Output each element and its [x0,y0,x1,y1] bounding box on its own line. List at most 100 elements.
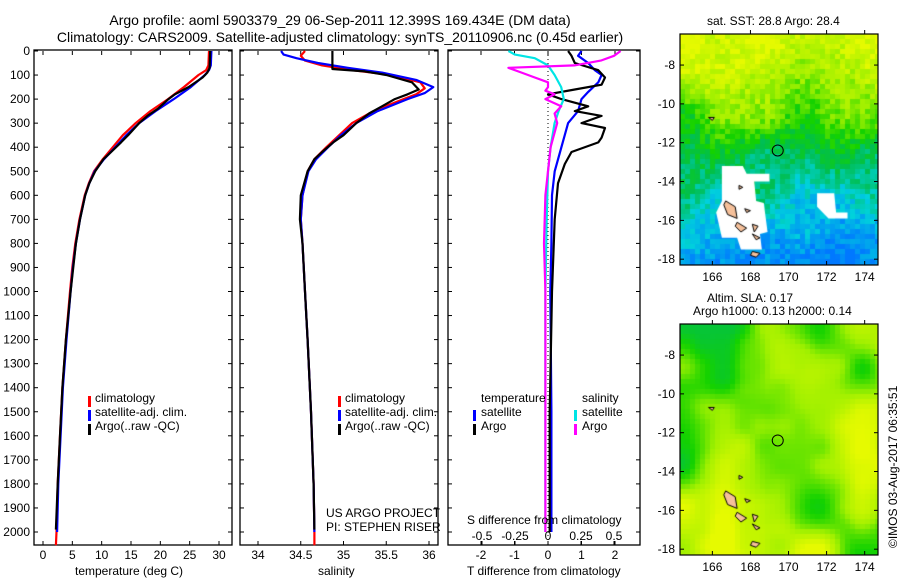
legend-satellite: satellite-adj. clim. [345,405,438,419]
map-x-tick-label: 170 [779,270,799,284]
y-tick-label: 900 [10,260,30,274]
x-tick-label: 0 [40,548,47,562]
y-tick-label: 1600 [3,429,30,443]
s-tick-label: -0.25 [501,529,529,543]
salinity-xlabel: salinity [318,564,355,578]
map-x-tick-label: 172 [817,560,837,574]
y-tick-label: 1400 [3,381,30,395]
legend-salinity-title: salinity [582,391,619,405]
title-line-1: Argo profile: aoml 5903379_29 06-Sep-201… [109,12,571,28]
panel-frame [33,49,233,546]
s-tick-label: 0.5 [606,529,623,543]
sla-map-subtitle: Argo h1000: 0.13 h2000: 0.14 [693,304,852,318]
y-tick-label: 100 [10,68,30,82]
map-y-tick-label: -16 [658,503,676,517]
map-y-tick-label: -8 [664,348,675,362]
x-tick-label: -2 [476,548,487,562]
imos-timestamp: ©IMOS 03-Aug-2017 06:35:51 [886,385,900,548]
map-x-tick-label: 168 [740,270,760,284]
pi-credit: PI: STEPHEN RISER [326,520,441,534]
map-x-tick-label: 172 [817,270,837,284]
y-tick-label: 500 [10,164,30,178]
map-y-tick-label: -10 [658,387,676,401]
x-tick-label: 36 [422,548,436,562]
y-tick-label: 0 [23,44,30,58]
x-tick-label: 2 [612,548,619,562]
legend-marker [88,424,91,435]
legend-temperature-title: temperature [481,391,546,405]
sla-map [680,324,878,555]
s-tick-label: 0.25 [569,529,593,543]
y-tick-label: 800 [10,236,30,250]
map-y-tick-label: -14 [658,465,676,479]
legend-marker [88,396,91,407]
y-tick-label: 2000 [3,525,30,539]
panel-frame [239,49,439,546]
legend-marker [338,396,341,407]
series-line-argo-raw-qc- [54,50,212,530]
y-tick-label: 400 [10,140,30,154]
legend-s-satellite: satellite [582,405,623,419]
map-y-tick-label: -18 [658,542,676,556]
y-tick-label: 1700 [3,453,30,467]
map-x-tick-label: 174 [855,560,875,574]
series-line-t-argo [546,50,607,532]
x-tick-label: 0 [545,548,552,562]
map-y-tick-label: -16 [658,213,676,227]
sla-map-title: Altim. SLA: 0.17 [707,291,794,305]
legend-marker [473,410,476,421]
map-y-tick-label: -8 [664,58,675,72]
argo-float-marker [771,144,784,157]
x-tick-label: 1 [578,548,585,562]
s-tick-label: -0.5 [472,529,493,543]
x-tick-label: 5 [69,548,76,562]
panel-frame [447,49,641,546]
x-tick-label: -1 [509,548,520,562]
legend-marker [338,410,341,421]
x-tick-label: 15 [124,548,138,562]
map-y-tick-label: -12 [658,426,676,440]
map-x-tick-label: 170 [779,560,799,574]
map-y-tick-label: -10 [658,97,676,111]
y-tick-label: 600 [10,188,30,202]
legend-argo: Argo(..raw -QC) [95,419,180,433]
y-tick-label: 1800 [3,477,30,491]
y-tick-label: 700 [10,212,30,226]
map-y-tick-label: -18 [658,252,676,266]
argo-float-marker [771,434,784,447]
map-y-tick-label: -14 [658,175,676,189]
series-line-s-argo [507,50,622,532]
x-tick-label: 34 [251,548,265,562]
y-tick-label: 1300 [3,357,30,371]
x-tick-label: 34.5 [289,548,313,562]
sst-map [680,34,878,265]
map-x-tick-label: 168 [740,560,760,574]
map-frame [679,323,879,556]
title-line-2: Climatology: CARS2009. Satellite-adjuste… [56,29,624,45]
x-tick-label: 10 [95,548,109,562]
x-tick-label: 35.5 [375,548,399,562]
legend-marker [88,410,91,421]
y-tick-label: 1200 [3,333,30,347]
legend-t-argo: Argo [481,419,507,433]
legend-satellite: satellite-adj. clim. [95,405,188,419]
series-line-argo-raw-qc- [298,51,420,530]
legend-marker [473,424,476,435]
x-tick-label: 30 [212,548,226,562]
y-tick-label: 1100 [4,309,30,323]
project-credit: US ARGO PROJECT [326,506,441,520]
y-tick-label: 1900 [3,501,30,515]
legend-s-argo: Argo [582,419,608,433]
x-tick-label: 35 [337,548,351,562]
x-tick-label: 25 [183,548,197,562]
legend-climatology: climatology [95,391,156,405]
legend-marker [574,424,577,435]
t-diff-xlabel: T difference from climatology [467,564,621,578]
legend-marker [574,410,577,421]
legend-climatology: climatology [345,391,406,405]
map-frame [679,33,879,266]
y-tick-label: 1500 [3,405,30,419]
